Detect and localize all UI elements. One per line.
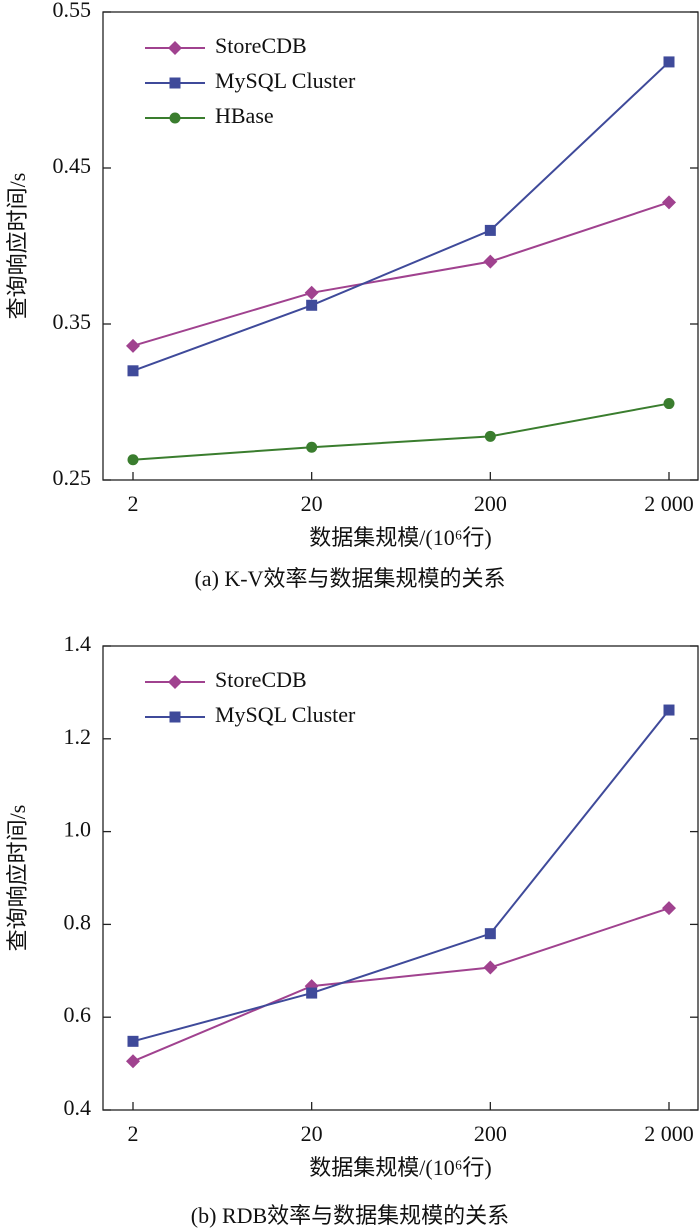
legend-label: HBase	[215, 103, 274, 128]
marker	[306, 299, 318, 311]
series-line	[132, 201, 670, 347]
marker	[484, 928, 496, 940]
marker	[127, 1035, 139, 1047]
marker	[484, 224, 496, 236]
marker	[169, 77, 181, 89]
legend-label: MySQL Cluster	[215, 68, 356, 93]
marker	[169, 711, 181, 723]
y-tick-label: 0.8	[64, 909, 92, 934]
y-tick-label: 0.6	[64, 1002, 92, 1027]
y-tick-label: 0.35	[53, 309, 92, 334]
legend-label: MySQL Cluster	[215, 702, 356, 727]
y-tick-label: 1.2	[64, 724, 92, 749]
y-axis-label: 查询响应时间/s	[5, 805, 30, 952]
marker	[126, 338, 140, 353]
y-tick-label: 0.55	[53, 0, 92, 22]
x-axis-label: 数据集规模/(10⁶行)	[309, 525, 491, 550]
plot-frame	[102, 645, 699, 1111]
x-tick-label: 2	[128, 1121, 139, 1146]
legend-label: StoreCDB	[215, 33, 307, 58]
marker	[484, 430, 496, 442]
marker	[663, 704, 675, 716]
marker	[127, 365, 139, 377]
x-tick-label: 20	[301, 491, 323, 516]
legend-label: StoreCDB	[215, 667, 307, 692]
marker	[306, 441, 318, 453]
caption: (a) K-V效率与数据集规模的关系	[194, 566, 505, 591]
marker	[483, 254, 498, 269]
x-tick-label: 20	[301, 1121, 323, 1146]
x-axis-label: 数据集规模/(10⁶行)	[309, 1155, 491, 1180]
y-tick-label: 1.4	[64, 631, 92, 656]
marker	[126, 1054, 140, 1069]
y-tick-label: 0.25	[53, 465, 92, 490]
marker	[663, 398, 675, 410]
marker	[663, 56, 675, 68]
series-line	[132, 907, 670, 1063]
y-tick-label: 1.0	[64, 817, 92, 842]
x-tick-label: 200	[474, 1121, 507, 1146]
x-tick-label: 2 000	[644, 1121, 694, 1146]
x-tick-label: 2	[128, 491, 139, 516]
y-tick-label: 0.45	[53, 153, 92, 178]
y-axis-label: 查询响应时间/s	[5, 173, 30, 320]
plot-frame	[102, 11, 699, 481]
caption: (b) RDB效率与数据集规模的关系	[191, 1203, 509, 1228]
marker	[168, 41, 182, 55]
y-tick-label: 0.4	[64, 1095, 92, 1120]
marker	[127, 454, 139, 466]
marker	[306, 987, 318, 999]
marker	[168, 675, 182, 689]
marker	[169, 112, 181, 124]
series-line	[132, 402, 670, 461]
marker	[662, 901, 676, 916]
x-tick-label: 200	[474, 491, 507, 516]
series-line	[132, 61, 670, 372]
marker	[483, 960, 498, 975]
series-line	[132, 709, 670, 1043]
x-tick-label: 2 000	[644, 491, 694, 516]
marker	[662, 195, 676, 210]
marker	[304, 285, 319, 300]
